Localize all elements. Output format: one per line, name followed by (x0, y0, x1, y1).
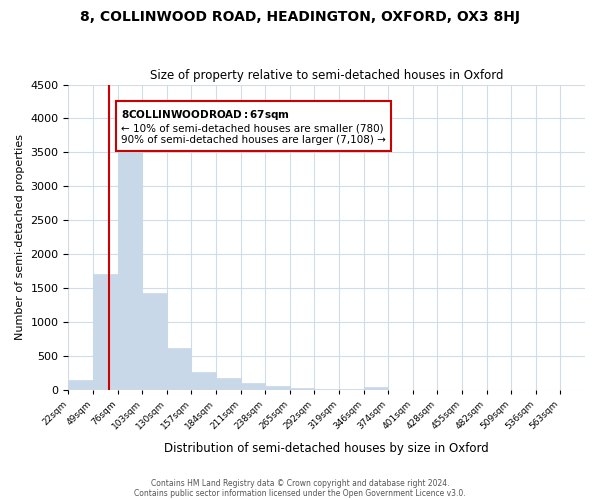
Text: Contains HM Land Registry data © Crown copyright and database right 2024.
Contai: Contains HM Land Registry data © Crown c… (134, 479, 466, 498)
Bar (265, 386, 290, 390)
Bar (118, 152, 142, 390)
Bar (93, 274, 118, 390)
Text: 8, COLLINWOOD ROAD, HEADINGTON, OXFORD, OX3 8HJ: 8, COLLINWOOD ROAD, HEADINGTON, OXFORD, … (80, 10, 520, 24)
Bar (364, 387, 388, 390)
Title: Size of property relative to semi-detached houses in Oxford: Size of property relative to semi-detach… (150, 69, 503, 82)
Text: $\bf{8 COLLINWOOD ROAD: 67sqm}$
← 10% of semi-detached houses are smaller (780)
: $\bf{8 COLLINWOOD ROAD: 67sqm}$ ← 10% of… (121, 108, 386, 146)
Y-axis label: Number of semi-detached properties: Number of semi-detached properties (15, 134, 25, 340)
Bar (216, 378, 241, 390)
Bar (142, 293, 167, 390)
X-axis label: Distribution of semi-detached houses by size in Oxford: Distribution of semi-detached houses by … (164, 442, 489, 455)
Bar (290, 388, 314, 390)
Bar (191, 372, 216, 390)
Bar (314, 389, 339, 390)
Bar (167, 348, 191, 390)
Bar (68, 380, 93, 390)
Bar (241, 383, 265, 390)
